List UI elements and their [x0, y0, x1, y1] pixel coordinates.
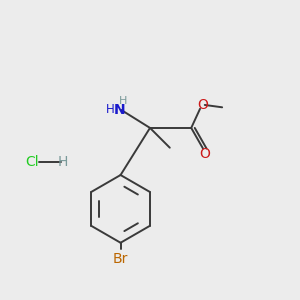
Text: Cl: Cl — [26, 155, 39, 169]
Text: O: O — [197, 98, 208, 112]
Text: N: N — [114, 103, 126, 117]
Text: O: O — [199, 147, 210, 161]
Text: H: H — [58, 155, 68, 169]
Text: H: H — [119, 96, 128, 106]
Text: H: H — [106, 103, 115, 116]
Text: Br: Br — [113, 252, 128, 266]
